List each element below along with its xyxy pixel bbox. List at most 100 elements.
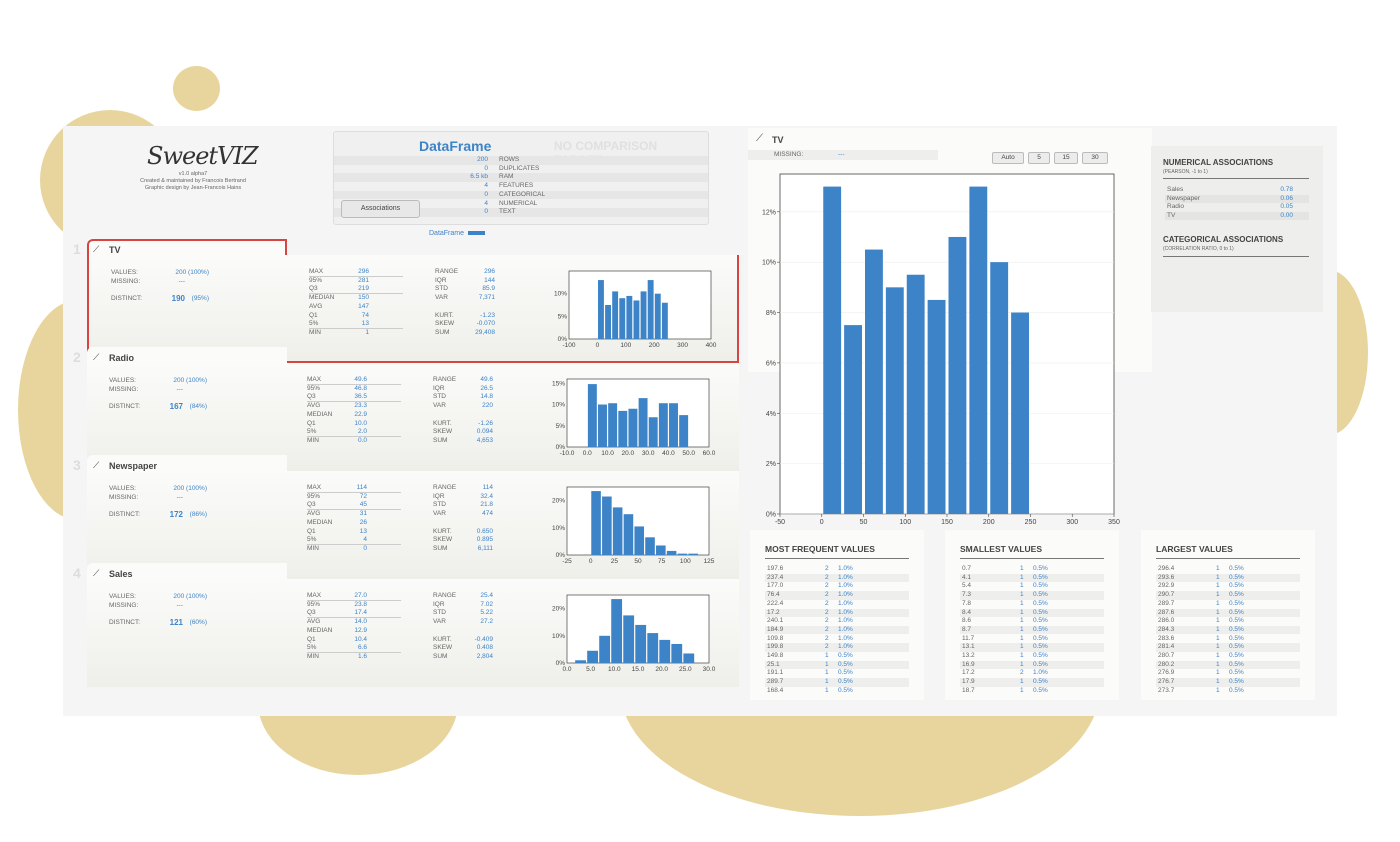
- count-cell: 2: [825, 573, 829, 581]
- values-value: 200 (100%): [173, 377, 207, 384]
- stat-label: MIN: [307, 652, 319, 660]
- count-cell: 2: [1020, 669, 1024, 677]
- percent-cell: 0.5%: [1229, 625, 1244, 633]
- stat-value: 13: [361, 320, 369, 328]
- chart-line-icon: ⟋: [93, 460, 100, 470]
- feature-card[interactable]: VALUES: 200 (100%) MISSING: --- DISTINCT: 190…: [73, 239, 739, 367]
- chart-line-icon: ⟋: [93, 568, 100, 578]
- value-row: 293.6 1 0.5%: [1156, 573, 1300, 583]
- stat-value: 13: [359, 527, 367, 535]
- dataframe-stat-label: ROWS: [499, 156, 520, 163]
- histogram-bar: [647, 633, 659, 663]
- divider: [307, 401, 401, 403]
- stat-value: -1.23: [480, 311, 495, 319]
- percent-cell: 0.5%: [1033, 617, 1048, 625]
- histogram-bar: [575, 660, 586, 663]
- stat-value: 150: [358, 294, 369, 302]
- stat-label: SKEW: [433, 644, 453, 652]
- stat-value: 26.5: [480, 384, 493, 392]
- value-cell: 11.7: [962, 634, 975, 642]
- count-cell: 1: [1216, 591, 1220, 599]
- stat-value: 0.408: [476, 644, 493, 652]
- x-tick-label: 25.0: [679, 666, 692, 673]
- x-tick-label: 75: [658, 558, 666, 565]
- dataframe-stat-row: 0 DUPLICATES: [334, 165, 708, 174]
- value-row: 11.7 1 0.5%: [960, 635, 1104, 644]
- stat-label: IQR: [433, 384, 445, 392]
- value-cell: 17.2: [962, 669, 975, 677]
- stat-label: SUM: [433, 544, 448, 552]
- stat-label: IQR: [435, 276, 447, 284]
- count-cell: 1: [1216, 573, 1220, 581]
- value-row: 199.8 2 1.0%: [765, 643, 909, 652]
- histogram-bar: [658, 403, 668, 447]
- bin-5-button[interactable]: 5: [1028, 152, 1050, 164]
- feature-card[interactable]: VALUES: 200 (100%) MISSING: --- DISTINCT: 167…: [73, 347, 739, 475]
- count-cell: 1: [1216, 599, 1220, 607]
- feature-card[interactable]: VALUES: 200 (100%) MISSING: --- DISTINCT: 172…: [73, 455, 739, 583]
- stat-label: RANGE: [433, 592, 457, 599]
- association-value: 0.05: [1280, 203, 1293, 211]
- bin-30-button[interactable]: 30: [1082, 152, 1108, 164]
- count-cell: 1: [825, 678, 829, 686]
- x-tick-label: 200: [649, 342, 660, 349]
- percent-cell: 0.5%: [838, 660, 853, 668]
- y-tick-label: 20%: [552, 606, 565, 613]
- count-cell: 2: [825, 582, 829, 590]
- count-cell: 1: [1020, 582, 1024, 590]
- percent-cell: 0.5%: [1229, 678, 1244, 686]
- bin-auto-button[interactable]: Auto: [992, 152, 1024, 164]
- percent-cell: 0.5%: [1229, 582, 1244, 590]
- value-cell: 177.0: [767, 582, 784, 590]
- feature-number: 4: [73, 565, 81, 581]
- feature-card[interactable]: VALUES: 200 (100%) MISSING: --- DISTINCT: 121…: [73, 563, 739, 691]
- distinct-label: DISTINCT:: [109, 403, 141, 410]
- feature-name: Radio: [109, 353, 135, 363]
- value-row: 290.7 1 0.5%: [1156, 591, 1300, 600]
- stat-label: Q3: [307, 393, 316, 401]
- x-tick-label: 0.0: [583, 450, 592, 457]
- divider: [307, 651, 401, 653]
- value-row: 276.7 1 0.5%: [1156, 678, 1300, 687]
- bin-15-button[interactable]: 15: [1054, 152, 1078, 164]
- count-cell: 1: [1216, 565, 1220, 572]
- count-cell: 1: [1020, 678, 1024, 686]
- value-row: 8.6 1 0.5%: [960, 617, 1104, 626]
- histogram-bar: [635, 624, 647, 663]
- y-tick-label: 20%: [552, 498, 565, 505]
- associations-button[interactable]: Associations: [341, 200, 420, 218]
- stat-value: 23.8: [354, 600, 367, 608]
- value-row: 286.0 1 0.5%: [1156, 617, 1300, 626]
- numerical-associations-title: NUMERICAL ASSOCIATIONS: [1163, 158, 1274, 167]
- count-cell: 2: [825, 634, 829, 642]
- value-cell: 293.6: [1158, 573, 1175, 581]
- numerical-associations-subtitle: (PEARSON, -1 to 1): [1163, 169, 1208, 175]
- x-tick-label: 10.0: [608, 666, 621, 673]
- dataframe-stat-row: 4 FEATURES: [334, 182, 708, 191]
- dataframe-legend: DataFrame: [429, 230, 486, 237]
- stat-label: Q1: [307, 635, 316, 643]
- stat-label: KURT.: [435, 311, 454, 319]
- histogram-bar: [591, 491, 601, 555]
- x-tick-label: 40.0: [662, 450, 675, 457]
- feature-body: VALUES: 200 (100%) MISSING: --- DISTINCT: 190…: [87, 255, 739, 363]
- percent-cell: 1.0%: [838, 625, 853, 633]
- x-tick-label: 0.0: [562, 666, 571, 673]
- stat-value: 26: [359, 518, 367, 526]
- histogram-bar: [656, 545, 666, 555]
- y-tick-label: 0%: [558, 336, 568, 343]
- stat-label: STD: [435, 285, 448, 293]
- stat-label: SUM: [433, 652, 448, 660]
- stat-value: -1.26: [478, 419, 493, 427]
- feature-tab: [87, 239, 287, 257]
- stat-label: VAR: [433, 618, 446, 626]
- histogram-bar: [647, 280, 654, 339]
- stat-value: 2.0: [357, 428, 367, 436]
- count-cell: 1: [1020, 617, 1024, 625]
- percent-cell: 0.5%: [838, 669, 853, 677]
- value-row: 109.8 2 1.0%: [765, 635, 909, 644]
- value-cell: 273.7: [1158, 686, 1175, 694]
- stat-value: 46.8: [354, 384, 367, 392]
- stat-label: AVG: [307, 402, 321, 410]
- dataframe-stat-value: 0: [484, 164, 488, 172]
